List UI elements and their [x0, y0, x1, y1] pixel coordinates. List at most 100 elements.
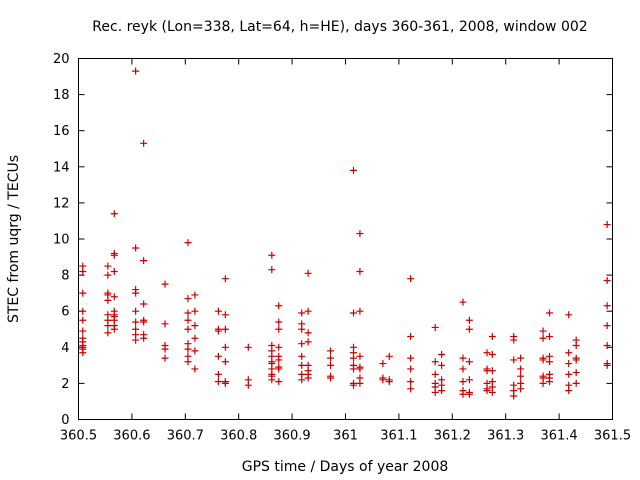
x-tick-label: 361.1: [380, 429, 417, 444]
data-point: [132, 336, 140, 344]
y-tick-label: 18: [53, 88, 70, 103]
data-point: [517, 354, 525, 362]
data-point: [304, 374, 312, 382]
data-point: [275, 343, 283, 351]
data-point: [79, 349, 87, 357]
x-tick-label: 360.7: [167, 429, 204, 444]
data-point: [483, 387, 491, 395]
data-point: [517, 372, 525, 380]
data-point: [572, 341, 580, 349]
data-point: [191, 322, 199, 330]
data-point: [545, 378, 553, 386]
data-point: [565, 360, 573, 368]
data-point: [221, 311, 229, 319]
data-points: [79, 67, 611, 400]
data-point: [221, 325, 229, 333]
data-point: [459, 354, 467, 362]
data-point: [140, 257, 148, 265]
data-point: [79, 289, 87, 297]
data-point: [132, 318, 140, 326]
data-point: [140, 334, 148, 342]
x-tick-label: 360.9: [273, 429, 310, 444]
data-point: [304, 329, 312, 337]
data-point: [431, 370, 439, 378]
data-point: [298, 361, 306, 369]
data-point: [191, 334, 199, 342]
data-point: [140, 300, 148, 308]
data-point: [275, 302, 283, 310]
data-point: [510, 392, 518, 400]
data-point: [350, 309, 358, 317]
data-point: [275, 325, 283, 333]
data-point: [603, 361, 611, 369]
data-point: [214, 370, 222, 378]
data-point: [327, 361, 335, 369]
data-point: [132, 67, 140, 75]
chart-title: Rec. reyk (Lon=338, Lat=64, h=HE), days …: [92, 19, 587, 35]
data-point: [565, 387, 573, 395]
data-point: [438, 387, 446, 395]
x-tick-label: 360.5: [60, 429, 97, 444]
data-point: [214, 327, 222, 335]
data-point: [184, 295, 192, 303]
x-tick-labels: 360.5 360.6 360.7 360.8 360.9 361 361.1 361.2 36…: [60, 429, 631, 444]
data-point: [275, 378, 283, 386]
data-point: [214, 307, 222, 315]
data-point: [304, 307, 312, 315]
data-point: [298, 325, 306, 333]
data-point: [104, 322, 112, 330]
data-point: [104, 271, 112, 279]
y-tick-label: 14: [53, 160, 70, 175]
data-point: [327, 347, 335, 355]
data-point: [438, 361, 446, 369]
data-point: [184, 239, 192, 247]
data-point: [488, 388, 496, 396]
data-point: [132, 307, 140, 315]
data-point: [385, 352, 393, 360]
data-point: [104, 329, 112, 337]
data-point: [488, 367, 496, 375]
data-point: [465, 316, 473, 324]
data-point: [191, 365, 199, 373]
data-point: [431, 323, 439, 331]
data-point: [356, 379, 364, 387]
x-tick-label: 361.3: [487, 429, 524, 444]
data-point: [350, 381, 358, 389]
data-point: [184, 358, 192, 366]
data-point: [539, 334, 547, 342]
data-point: [510, 356, 518, 364]
data-point: [79, 267, 87, 275]
data-point: [184, 316, 192, 324]
x-tick-label: 360.8: [220, 429, 257, 444]
data-point: [385, 378, 393, 386]
data-point: [465, 358, 473, 366]
data-point: [545, 309, 553, 317]
data-point: [459, 378, 467, 386]
y-axis-label: STEC from uqrg / TECUs: [6, 155, 22, 323]
x-tick-label: 361: [333, 429, 358, 444]
data-point: [603, 341, 611, 349]
data-point: [350, 166, 358, 174]
data-point: [110, 251, 118, 259]
data-point: [110, 210, 118, 218]
y-tick-label: 6: [61, 305, 69, 320]
data-point: [221, 343, 229, 351]
data-point: [572, 356, 580, 364]
data-point: [565, 311, 573, 319]
data-point: [110, 325, 118, 333]
data-point: [356, 267, 364, 275]
data-point: [545, 358, 553, 366]
data-point: [327, 354, 335, 362]
data-point: [275, 356, 283, 364]
data-point: [488, 351, 496, 359]
data-point: [184, 325, 192, 333]
data-point: [565, 349, 573, 357]
data-point: [275, 318, 283, 326]
data-point: [298, 309, 306, 317]
y-tick-label: 4: [61, 341, 69, 356]
data-point: [191, 291, 199, 299]
data-point: [539, 356, 547, 364]
data-point: [459, 390, 467, 398]
data-point: [356, 365, 364, 373]
data-point: [140, 318, 148, 326]
